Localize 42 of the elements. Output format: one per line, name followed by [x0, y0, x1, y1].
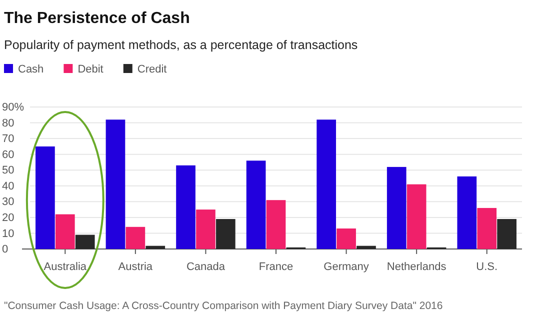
y-tick-label: 80	[2, 117, 14, 130]
bar	[106, 120, 126, 249]
text: "Consumer Cash Usage: A Cross-Country Comparison with Payment Diary Survey Data" 2016	[4, 300, 443, 312]
y-tick-label: 60	[2, 148, 14, 161]
bar	[196, 210, 216, 249]
chart-title: The Persistence of Cash	[4, 10, 190, 27]
legend-label: Debit	[78, 64, 104, 76]
y-tick-label: 50	[2, 164, 14, 177]
x-tick-label: Germany	[324, 260, 370, 273]
y-tick-label: 30	[2, 196, 14, 208]
y-tick-label: 40	[2, 180, 14, 192]
bar	[457, 176, 477, 249]
y-tick-label: 0	[2, 244, 8, 256]
bar	[477, 208, 497, 249]
chart-subtitle: Popularity of payment methods, as a percentage of transactions	[4, 38, 358, 52]
bar	[246, 160, 266, 249]
x-tick-label: Austria	[118, 260, 154, 273]
bar	[146, 246, 166, 249]
y-tick-label: 20	[2, 212, 14, 224]
bar	[336, 228, 356, 249]
bar	[386, 166, 406, 249]
x-tick-label: France	[258, 260, 294, 273]
bar	[55, 214, 75, 249]
legend-label: Cash	[18, 64, 44, 76]
bar	[126, 226, 146, 249]
x-tick-label: Canada	[186, 260, 226, 273]
bar	[36, 146, 55, 249]
y-tick-label: 90%	[2, 102, 24, 114]
bar	[356, 246, 376, 249]
bar	[316, 120, 336, 249]
legend-label: Credit	[137, 64, 167, 76]
bar	[176, 165, 196, 249]
x-tick-label: Australia	[44, 260, 88, 273]
y-tick-label: 10	[2, 228, 14, 240]
bar	[216, 219, 236, 249]
x-tick-label: U.S.	[476, 260, 498, 273]
bar	[497, 219, 516, 249]
bar	[266, 200, 286, 249]
x-tick-label: Netherlands	[386, 260, 447, 273]
bar	[75, 234, 95, 249]
bar	[406, 184, 426, 249]
y-tick-label: 70	[2, 133, 14, 146]
